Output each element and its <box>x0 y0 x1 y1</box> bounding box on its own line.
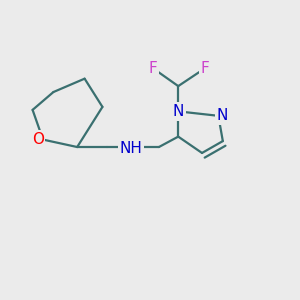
Text: F: F <box>148 61 157 76</box>
Text: O: O <box>32 132 44 147</box>
Text: NH: NH <box>119 141 142 156</box>
Text: N: N <box>172 104 184 119</box>
Text: N: N <box>216 108 228 123</box>
Text: F: F <box>201 61 209 76</box>
